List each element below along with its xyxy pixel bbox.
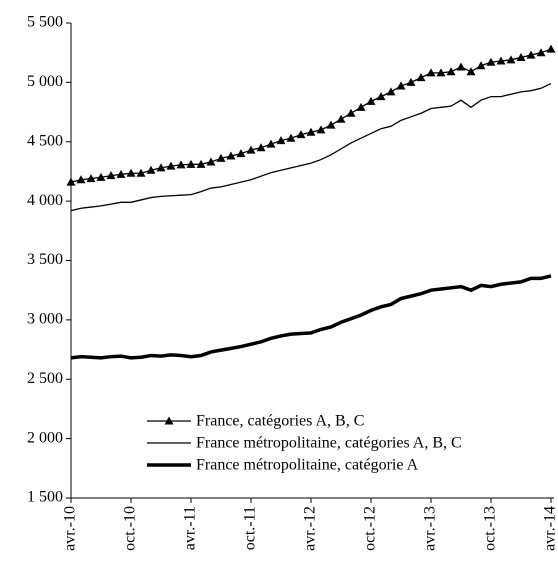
x-tick-label: oct.-13 <box>482 506 499 551</box>
marker <box>286 133 296 142</box>
marker <box>496 56 506 65</box>
marker <box>246 145 256 154</box>
marker <box>136 168 146 177</box>
marker <box>546 44 556 53</box>
y-tick-label: 3 000 <box>27 311 63 328</box>
x-tick-label: oct.-12 <box>362 506 379 551</box>
y-tick-label: 4 500 <box>27 132 63 149</box>
marker <box>66 177 76 186</box>
marker <box>386 87 396 96</box>
y-tick-label: 4 000 <box>27 192 63 209</box>
legend-marker <box>164 416 174 425</box>
marker <box>516 52 526 61</box>
marker <box>346 108 356 117</box>
marker <box>156 163 166 172</box>
marker <box>506 55 516 64</box>
marker <box>316 125 326 134</box>
y-tick-label: 2 500 <box>27 370 63 387</box>
marker <box>176 160 186 169</box>
marker <box>366 96 376 105</box>
legend-label: France métropolitaine, catégories A, B, … <box>196 435 462 452</box>
marker <box>266 139 276 148</box>
marker <box>406 77 416 86</box>
marker <box>226 151 236 160</box>
marker <box>296 130 306 139</box>
x-tick-label: avr.-11 <box>182 506 199 550</box>
series-line <box>70 274 552 360</box>
x-tick-label: oct.-10 <box>122 506 139 551</box>
marker <box>326 120 336 129</box>
marker <box>76 175 86 184</box>
marker <box>106 171 116 180</box>
marker <box>486 57 496 66</box>
marker <box>116 169 126 178</box>
marker <box>446 67 456 76</box>
marker <box>356 102 366 111</box>
y-tick-label: 2 000 <box>27 429 63 446</box>
x-tick-label: avr.-14 <box>542 506 558 551</box>
x-tick-label: avr.-10 <box>62 506 79 551</box>
marker <box>216 153 226 162</box>
marker <box>376 92 386 101</box>
marker <box>436 68 446 77</box>
marker <box>426 68 436 77</box>
marker <box>186 159 196 168</box>
x-tick-label: avr.-13 <box>422 506 439 551</box>
marker <box>276 136 286 145</box>
marker <box>416 73 426 82</box>
marker <box>236 149 246 158</box>
marker <box>306 127 316 136</box>
marker <box>146 165 156 174</box>
legend-label: France métropolitaine, catégorie A <box>196 457 419 474</box>
marker <box>526 50 536 59</box>
marker <box>166 161 176 170</box>
y-tick-label: 5 500 <box>27 14 63 31</box>
marker <box>476 61 486 70</box>
marker <box>96 172 106 181</box>
legend-label: France, catégories A, B, C <box>196 413 364 430</box>
y-tick-label: 3 500 <box>27 251 63 268</box>
marker <box>336 114 346 123</box>
marker <box>86 174 96 183</box>
marker <box>456 62 466 71</box>
x-tick-label: avr.-12 <box>302 506 319 551</box>
marker <box>206 157 216 166</box>
x-tick-label: oct.-11 <box>242 506 259 550</box>
marker <box>256 143 266 152</box>
marker <box>396 81 406 90</box>
marker <box>196 159 206 168</box>
series-line <box>70 82 552 212</box>
y-tick-label: 5 000 <box>27 73 63 90</box>
marker <box>536 48 546 57</box>
marker <box>126 168 136 177</box>
y-tick-label: 1 500 <box>27 489 63 506</box>
marker <box>466 67 476 76</box>
